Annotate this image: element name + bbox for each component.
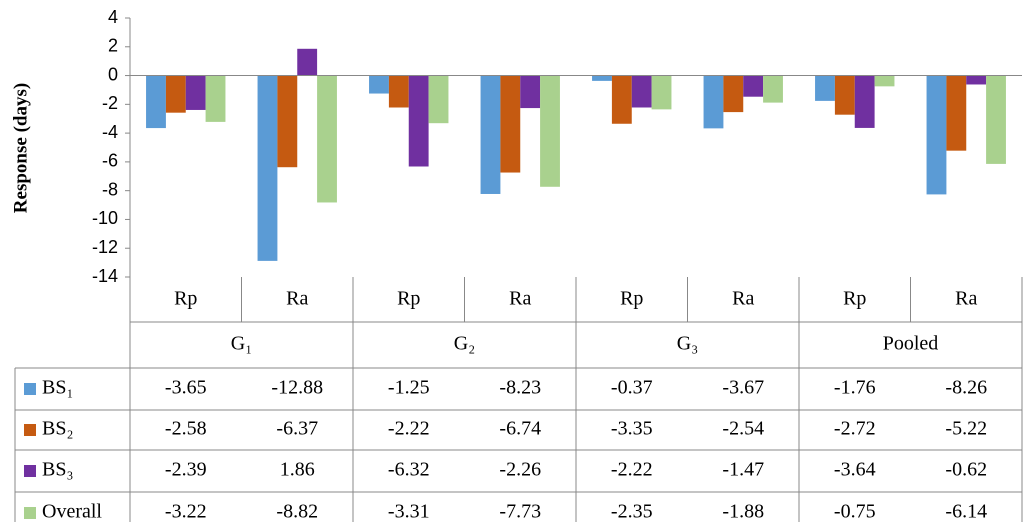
group-label: G₁	[231, 333, 252, 355]
table-cell: -6.74	[499, 418, 541, 440]
bar	[146, 75, 166, 129]
table-cell: -3.67	[722, 377, 764, 399]
bar	[205, 75, 226, 122]
table-cell: -8.23	[499, 377, 541, 399]
y-axis-label: Response (days)	[10, 83, 31, 213]
bar	[428, 75, 449, 124]
bar	[743, 75, 764, 97]
x-tick-label: Rp	[843, 288, 866, 310]
x-tick-label: Rp	[397, 288, 420, 310]
table-cell: -2.58	[165, 418, 207, 440]
table-cell: -8.82	[276, 501, 318, 522]
table-cell: -2.22	[388, 418, 430, 440]
bar	[966, 75, 987, 85]
bar	[763, 75, 783, 103]
bar	[408, 75, 429, 167]
table-cell: -2.22	[611, 459, 653, 481]
bar	[185, 75, 206, 110]
table-cell: -3.22	[165, 501, 207, 522]
table-cell: -0.62	[945, 459, 987, 481]
bar	[297, 48, 318, 76]
legend-swatch	[24, 465, 36, 477]
legend-label: BS₂	[42, 418, 73, 440]
bar	[540, 75, 560, 187]
table-cell: -3.31	[388, 501, 430, 522]
bar	[834, 75, 855, 115]
bar	[165, 75, 186, 113]
table-cell: -1.25	[388, 377, 430, 399]
bar	[874, 75, 895, 87]
table-cell: -1.47	[722, 459, 764, 481]
y-tick-label: -12	[92, 237, 118, 257]
bar	[854, 75, 875, 128]
table-cell: -6.32	[388, 459, 430, 481]
y-tick-label: -4	[102, 122, 118, 142]
x-tick-label: Rp	[174, 288, 197, 310]
table-cell: -0.37	[611, 377, 653, 399]
bar	[520, 75, 541, 109]
x-tick-label: Ra	[286, 288, 308, 310]
table-cell: -6.37	[276, 418, 318, 440]
table-cell: -0.75	[834, 501, 876, 522]
bar	[480, 75, 501, 194]
table-cell: -2.72	[834, 418, 876, 440]
table-cell: -1.88	[722, 501, 764, 522]
bar	[388, 75, 409, 108]
bar	[815, 75, 835, 101]
bar	[926, 75, 947, 195]
x-tick-label: Ra	[509, 288, 531, 310]
table-cell: -12.88	[271, 377, 323, 399]
x-tick-label: Rp	[620, 288, 643, 310]
table-cell: -1.76	[834, 377, 876, 399]
table-cell: -3.35	[611, 418, 653, 440]
bar	[986, 75, 1006, 164]
y-tick-label: -8	[102, 179, 118, 199]
table-cell: -3.64	[834, 459, 876, 481]
bar	[631, 75, 652, 108]
bar	[703, 75, 724, 129]
legend-label: Overall	[42, 501, 102, 522]
legend-swatch	[24, 383, 36, 395]
legend-swatch	[24, 424, 36, 436]
y-tick-label: -10	[92, 208, 118, 228]
legend-swatch	[24, 507, 36, 519]
bar	[277, 75, 298, 168]
table-cell: -2.26	[499, 459, 541, 481]
table-cell: -2.54	[722, 418, 764, 440]
y-tick-label: 4	[108, 7, 118, 27]
table-cell: -6.14	[945, 501, 987, 522]
y-tick-label: 0	[108, 64, 118, 84]
table-cell: -3.65	[165, 377, 207, 399]
y-tick-label: 2	[108, 36, 118, 56]
legend-label: BS₁	[42, 377, 73, 399]
group-label: Pooled	[883, 333, 939, 355]
x-tick-label: Ra	[955, 288, 977, 310]
table-cell: -2.39	[165, 459, 207, 481]
bar	[651, 75, 672, 110]
table-cell: -8.26	[945, 377, 987, 399]
bar	[723, 75, 744, 113]
y-tick-label: -2	[102, 93, 118, 113]
bar	[317, 75, 337, 203]
group-label: G₃	[677, 333, 698, 355]
table-cell: -7.73	[499, 501, 541, 522]
bar	[369, 75, 389, 94]
bar	[500, 75, 521, 173]
y-tick-label: -14	[92, 266, 118, 286]
bar	[611, 75, 632, 124]
table-cell: -5.22	[945, 418, 987, 440]
x-tick-label: Ra	[732, 288, 754, 310]
table-cell: 1.86	[280, 459, 315, 481]
bar	[592, 75, 612, 81]
y-tick-label: -6	[102, 151, 118, 171]
table-cell: -2.35	[611, 501, 653, 522]
bar	[946, 75, 967, 151]
group-label: G₂	[454, 333, 475, 355]
legend-label: BS₃	[42, 459, 73, 481]
bar	[257, 75, 278, 261]
